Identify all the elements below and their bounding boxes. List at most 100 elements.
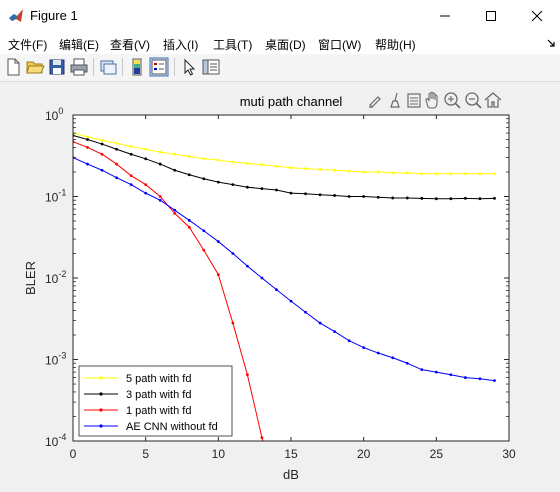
- data-point: [129, 174, 133, 178]
- property-inspector-icon[interactable]: [201, 57, 221, 77]
- print-icon[interactable]: [69, 57, 89, 77]
- data-point: [86, 135, 89, 139]
- data-point: [187, 218, 191, 222]
- new-figure-icon[interactable]: [3, 57, 23, 77]
- title-bar[interactable]: Figure 1: [0, 0, 560, 32]
- data-point: [333, 330, 336, 333]
- data-point: [318, 168, 322, 171]
- legend-label: 1 path with fd: [126, 405, 191, 417]
- data-point: [449, 197, 453, 201]
- menu-tools[interactable]: 工具(T): [213, 38, 253, 52]
- data-point: [464, 172, 467, 176]
- data-point: [129, 183, 133, 186]
- data-point: [173, 152, 177, 156]
- data-point: [100, 142, 104, 146]
- y-tick-base: 10: [45, 191, 59, 205]
- data-point: [144, 183, 148, 186]
- data-point: [129, 145, 133, 148]
- insert-colorbar-icon[interactable]: [127, 57, 147, 77]
- data-point: [144, 157, 148, 161]
- insert-legend-icon[interactable]: [149, 57, 169, 77]
- menu-view[interactable]: 查看(V): [110, 38, 150, 52]
- home-icon[interactable]: [484, 92, 502, 108]
- legend-marker: [99, 408, 103, 412]
- close-button[interactable]: [514, 0, 560, 32]
- y-tick-label: 10-4: [45, 432, 66, 449]
- data-point: [231, 183, 235, 186]
- data-point: [347, 195, 351, 198]
- pointer-icon[interactable]: [179, 57, 199, 77]
- data-point: [405, 196, 409, 200]
- data-point: [144, 191, 148, 195]
- data-point: [202, 248, 206, 252]
- menu-insert[interactable]: 插入(I): [163, 38, 199, 52]
- x-tick-label: 15: [284, 447, 298, 461]
- menu-edit[interactable]: 编辑(E): [59, 38, 99, 52]
- link-plot-icon[interactable]: [98, 57, 118, 77]
- data-point: [493, 379, 496, 383]
- zoom-out-icon[interactable]: [465, 92, 482, 109]
- data-point: [420, 172, 424, 176]
- data-point: [216, 273, 220, 277]
- data-point: [449, 373, 453, 377]
- data-point: [86, 138, 89, 141]
- data-point: [493, 172, 496, 176]
- axes-toolbar: [369, 91, 502, 109]
- data-point: [376, 195, 380, 199]
- minimize-button[interactable]: [422, 0, 468, 32]
- legend-marker: [99, 376, 103, 380]
- data-point: [231, 160, 235, 164]
- x-tick-label: 30: [502, 447, 516, 461]
- data-point: [493, 196, 496, 200]
- save-icon[interactable]: [47, 57, 67, 77]
- brush-icon[interactable]: [369, 96, 381, 108]
- window-title: Figure 1: [30, 8, 78, 23]
- data-point: [115, 162, 118, 166]
- data-point: [173, 208, 177, 212]
- legend-entry: 1 path with fd: [84, 405, 191, 417]
- legend-entry: AE CNN without fd: [84, 421, 218, 433]
- data-point: [187, 225, 191, 229]
- data-point: [173, 168, 177, 172]
- data-point: [202, 177, 206, 181]
- menu-bar: 文件(F) 编辑(E) 查看(V) 插入(I) 工具(T) 桌面(D) 窗口(W…: [0, 32, 560, 54]
- series-3-path-with-fd: [73, 134, 496, 201]
- menu-help[interactable]: 帮助(H): [375, 38, 416, 52]
- dock-arrow-icon[interactable]: [546, 38, 556, 48]
- data-point: [275, 188, 278, 192]
- data-point: [333, 194, 336, 197]
- data-point: [115, 147, 118, 151]
- menu-desktop[interactable]: 桌面(D): [265, 38, 306, 52]
- legend-marker: [99, 392, 103, 396]
- toolbar-separator: [93, 58, 94, 76]
- y-tick-base: 10: [45, 435, 59, 449]
- maximize-icon: [486, 11, 496, 21]
- legend[interactable]: 5 path with fd 3 path with fd 1 path with …: [78, 365, 233, 437]
- maximize-button[interactable]: [468, 0, 514, 32]
- data-point: [289, 299, 293, 303]
- zoom-in-icon[interactable]: [444, 92, 461, 109]
- data-point: [260, 436, 264, 440]
- x-tick-label: 5: [142, 447, 149, 461]
- data-point: [347, 169, 351, 173]
- data-point: [304, 167, 307, 170]
- export-icon[interactable]: [407, 93, 421, 108]
- data-point: [449, 172, 453, 176]
- series-line: [73, 135, 495, 200]
- data-point: [464, 376, 467, 379]
- menu-file[interactable]: 文件(F): [8, 38, 48, 52]
- data-point: [304, 310, 307, 314]
- menu-window[interactable]: 窗口(W): [318, 38, 362, 52]
- data-tips-icon[interactable]: [390, 92, 400, 108]
- data-point: [275, 164, 278, 168]
- series-line: [73, 157, 495, 382]
- data-point: [464, 196, 467, 200]
- series-1-path-with-fd: [73, 140, 271, 467]
- pan-icon[interactable]: [425, 91, 438, 109]
- data-point: [216, 180, 220, 184]
- data-point: [268, 464, 271, 467]
- data-point: [434, 197, 438, 201]
- data-point: [434, 370, 438, 374]
- open-file-icon[interactable]: [25, 57, 45, 77]
